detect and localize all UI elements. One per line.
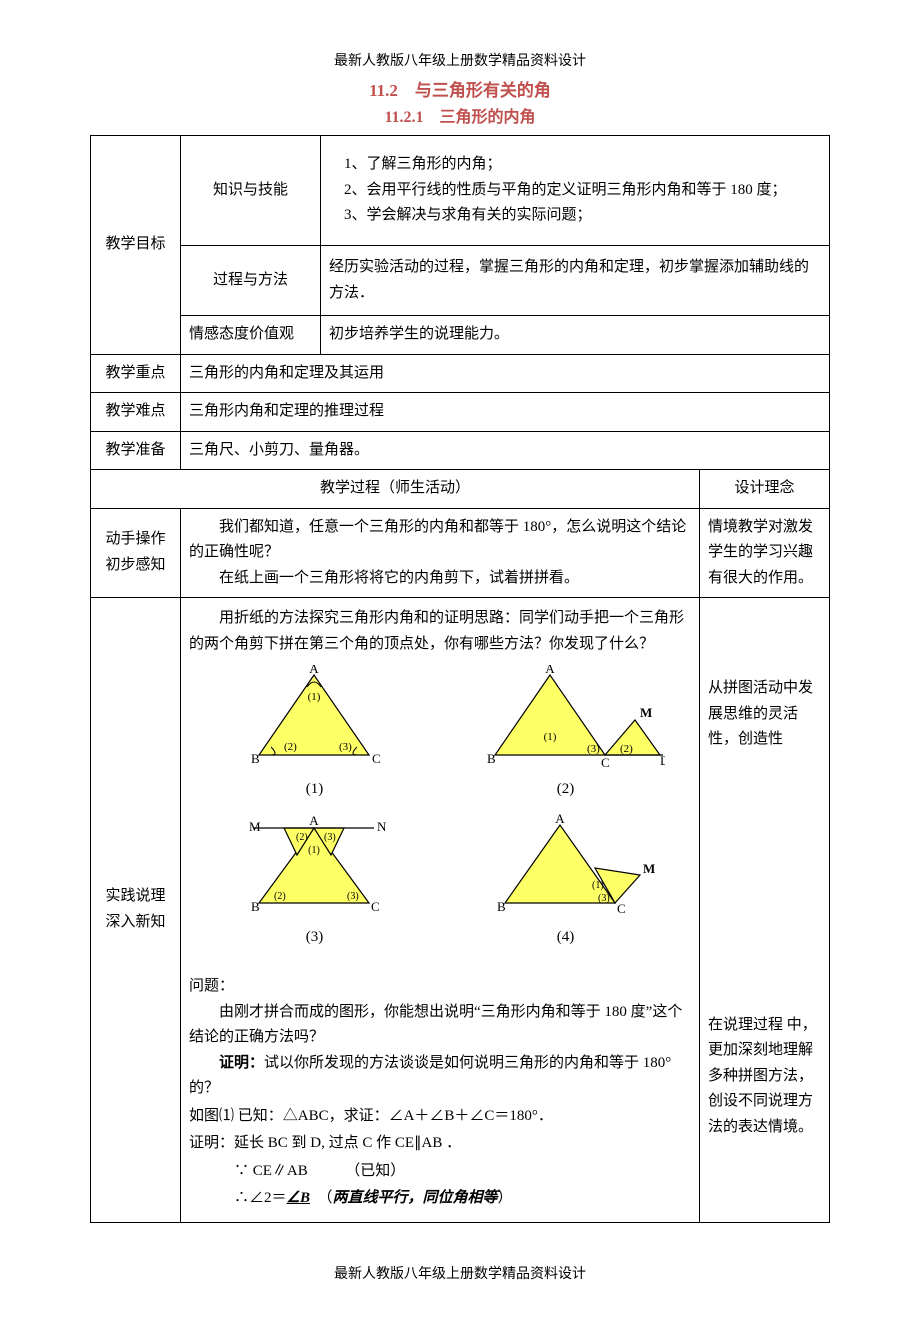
proof-step3e: ） bbox=[498, 1190, 513, 1206]
obj-r1-label: 知识与技能 bbox=[181, 136, 321, 246]
svg-text:A: A bbox=[546, 665, 556, 676]
proof-step3d: 两直线平行，同位角相等 bbox=[333, 1190, 498, 1206]
design-header: 设计理念 bbox=[700, 470, 830, 509]
objectives-label: 教学目标 bbox=[91, 136, 181, 355]
sec2-body: 用折纸的方法探究三角形内角和的证明思路：同学们动手把一个三角形的两个角剪下拼在第… bbox=[181, 598, 700, 1223]
proof-given: 如图⑴ 已知：△ABC，求证：∠A＋∠B＋∠C＝180°． bbox=[189, 1104, 691, 1130]
proof-step2a: ∵ CE∥AB bbox=[234, 1163, 308, 1179]
svg-text:M: M bbox=[640, 705, 652, 720]
svg-text:(2): (2) bbox=[274, 891, 286, 902]
title-main: 11.2 与三角形有关的角 bbox=[90, 76, 830, 101]
header-note: 最新人教版八年级上册数学精品资料设计 bbox=[90, 50, 830, 70]
sec1-label-a: 动手操作 bbox=[105, 531, 165, 547]
obj-r3-label: 情感态度价值观 bbox=[181, 316, 321, 355]
obj-r2-text: 经历实验活动的过程，掌握三角形的内角和定理，初步掌握添加辅助线的方法． bbox=[321, 246, 830, 316]
triangle-diagram-4: A B C M (1) (3) bbox=[470, 813, 660, 923]
svg-text:N: N bbox=[377, 819, 387, 834]
svg-text:B: B bbox=[251, 899, 260, 914]
svg-text:(1): (1) bbox=[544, 731, 557, 743]
prep-text: 三角尺、小剪刀、量角器。 bbox=[181, 431, 830, 470]
svg-text:(2): (2) bbox=[296, 832, 308, 843]
svg-text:(2): (2) bbox=[284, 741, 297, 753]
svg-text:C: C bbox=[617, 901, 626, 916]
svg-text:M: M bbox=[643, 861, 655, 876]
obj-r2-label: 过程与方法 bbox=[181, 246, 321, 316]
diagram-4: A B C M (1) (3) (4) bbox=[445, 813, 686, 951]
title-sub: 11.2.1 三角形的内角 bbox=[90, 103, 830, 127]
svg-text:(3): (3) bbox=[339, 741, 352, 753]
svg-text:M: M bbox=[249, 819, 261, 834]
sec2-proof-intro: 证明：试以你所发现的方法谈谈是如何说明三角形的内角和等于 180°的？ bbox=[189, 1051, 691, 1102]
proof-step3a: ∴∠2＝ bbox=[234, 1190, 287, 1206]
sec2-design2: 在说理过程 中，更加深刻地理解多种拼图方法，创设不同说理方法的表达情境。 bbox=[708, 1013, 821, 1141]
svg-text:(3): (3) bbox=[587, 743, 600, 755]
diag4-label: (4) bbox=[445, 925, 686, 951]
svg-text:C: C bbox=[371, 899, 380, 914]
prep-label: 教学准备 bbox=[91, 431, 181, 470]
sec1-body: 我们都知道，任意一个三角形的内角和都等于 180°，怎么说明这个结论的正确性呢？… bbox=[181, 508, 700, 598]
proof-label: 证明： bbox=[219, 1055, 264, 1071]
obj-r3-text: 初步培养学生的说理能力。 bbox=[321, 316, 830, 355]
svg-text:(3): (3) bbox=[598, 893, 610, 904]
svg-text:D: D bbox=[660, 753, 665, 768]
sec2-label-a: 实践说理 bbox=[105, 888, 165, 904]
svg-text:A: A bbox=[310, 665, 320, 676]
proof-step3: ∴∠2＝∠B （两直线平行，同位角相等） bbox=[189, 1186, 691, 1212]
keypoint-text: 三角形的内角和定理及其运用 bbox=[181, 354, 830, 393]
sec2-label: 实践说理 深入新知 bbox=[91, 598, 181, 1223]
diag1-label: (1) bbox=[194, 777, 435, 803]
svg-text:(3): (3) bbox=[324, 832, 336, 843]
sec2-intro: 用折纸的方法探究三角形内角和的证明思路：同学们动手把一个三角形的两个角剪下拼在第… bbox=[189, 606, 691, 657]
svg-text:C: C bbox=[601, 755, 610, 770]
triangle-diagram-1: A B C (1) (2) (3) bbox=[229, 665, 399, 775]
proof-step2: ∵ CE∥AB （已知） bbox=[189, 1159, 691, 1185]
diagram-1: A B C (1) (2) (3) (1) bbox=[194, 665, 435, 803]
difficulty-label: 教学难点 bbox=[91, 393, 181, 432]
svg-text:B: B bbox=[487, 751, 496, 766]
svg-text:(1): (1) bbox=[592, 880, 604, 891]
footer-note: 最新人教版八年级上册数学精品资料设计 bbox=[90, 1263, 830, 1283]
svg-text:B: B bbox=[251, 751, 260, 766]
keypoint-label: 教学重点 bbox=[91, 354, 181, 393]
diagram-3: M N A B C (2) (3) (1) (2) (3) (3) bbox=[194, 813, 435, 951]
process-header: 教学过程（师生活动） bbox=[91, 470, 700, 509]
svg-text:C: C bbox=[372, 751, 381, 766]
proof-step3c: （ bbox=[310, 1190, 333, 1206]
sec2-question-label: 问题： bbox=[189, 974, 691, 1000]
proof-step3b: ∠B bbox=[287, 1190, 310, 1206]
difficulty-text: 三角形内角和定理的推理过程 bbox=[181, 393, 830, 432]
sec1-design: 情境教学对激发学生的学习兴趣有很大的作用。 bbox=[700, 508, 830, 598]
proof-step2b: （已知） bbox=[353, 1163, 406, 1179]
sec2-design1: 从拼图活动中发展思维的灵活性，创造性 bbox=[708, 676, 821, 753]
triangle-diagram-3: M N A B C (2) (3) (1) (2) (3) bbox=[219, 813, 409, 923]
diagram-2: A B C D M (1) (3) (2) (2) bbox=[445, 665, 686, 803]
sec2-question: 由刚才拼合而成的图形，你能想出说明“三角形内角和等于 180 度”这个结论的正确… bbox=[189, 1000, 691, 1051]
svg-text:(1): (1) bbox=[309, 845, 321, 856]
svg-text:B: B bbox=[497, 899, 506, 914]
svg-text:(1): (1) bbox=[308, 691, 321, 703]
diag3-label: (3) bbox=[194, 925, 435, 951]
svg-text:A: A bbox=[556, 813, 566, 826]
sec2-label-b: 深入新知 bbox=[105, 914, 165, 930]
svg-text:(2): (2) bbox=[620, 743, 633, 755]
sec1-label: 动手操作 初步感知 bbox=[91, 508, 181, 598]
sec2-design: 从拼图活动中发展思维的灵活性，创造性 在说理过程 中，更加深刻地理解多种拼图方法… bbox=[700, 598, 830, 1223]
diag2-label: (2) bbox=[445, 777, 686, 803]
proof-step1: 证明：延长 BC 到 D, 过点 C 作 CE∥AB ． bbox=[189, 1131, 691, 1157]
diagrams-container: A B C (1) (2) (3) (1) bbox=[189, 665, 691, 960]
sec1-label-b: 初步感知 bbox=[105, 557, 165, 573]
svg-text:A: A bbox=[310, 813, 320, 828]
triangle-diagram-2: A B C D M (1) (3) (2) bbox=[465, 665, 665, 775]
svg-text:(3): (3) bbox=[347, 891, 359, 902]
lesson-table: 教学目标 知识与技能 1、了解三角形的内角； 2、会用平行线的性质与平角的定义证… bbox=[90, 135, 830, 1223]
obj-r1-text: 1、了解三角形的内角； 2、会用平行线的性质与平角的定义证明三角形内角和等于 1… bbox=[321, 136, 830, 246]
